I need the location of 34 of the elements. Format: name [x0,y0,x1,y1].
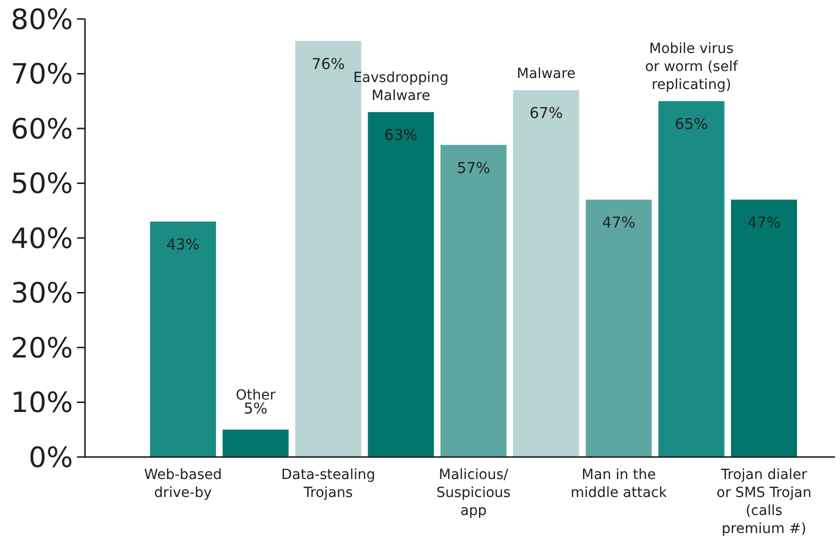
bar [222,430,289,457]
y-tick-label: 40% [10,222,73,255]
x-tick-label: Trojan dialer or SMS Trojan (calls premium #) [716,467,812,537]
bar [150,222,216,457]
y-tick-label: 0% [28,440,73,474]
bar [440,144,506,457]
x-tick-label: Malicious/ Suspicious app [436,467,511,519]
x-tick-label: Web-based drive-by [144,467,222,501]
bar [658,101,724,457]
x-tick-label: Mobile virus or worm (self replicating) [645,41,739,94]
bar [368,112,434,457]
y-tick-label: 50% [10,167,73,200]
y-tick-label: 60% [10,112,73,146]
x-tick-label: Eavsdropping Malware [353,70,449,104]
data-label: 43% [166,236,200,254]
data-label: 76% [312,54,345,73]
bar [731,200,797,457]
data-label: 65% [674,115,708,134]
y-tick-label: 80% [10,2,73,36]
y-tick-label: 30% [10,276,73,310]
data-label: 57% [456,158,490,177]
data-label: 67% [529,104,563,122]
y-tick-label: 70% [10,58,73,91]
data-label: 47% [747,214,781,232]
data-label: 63% [384,126,418,144]
x-tick-label: Data-stealing Trojans [281,467,376,501]
x-tick-label: Man in the middle attack [570,467,668,501]
data-label: 47% [602,214,636,232]
bar [513,90,580,457]
x-tick-label: Malware [516,66,576,82]
y-tick-label: 20% [10,331,73,364]
bar [586,200,652,457]
y-tick-label: 10% [10,386,73,420]
data-label: 5% [244,400,268,418]
